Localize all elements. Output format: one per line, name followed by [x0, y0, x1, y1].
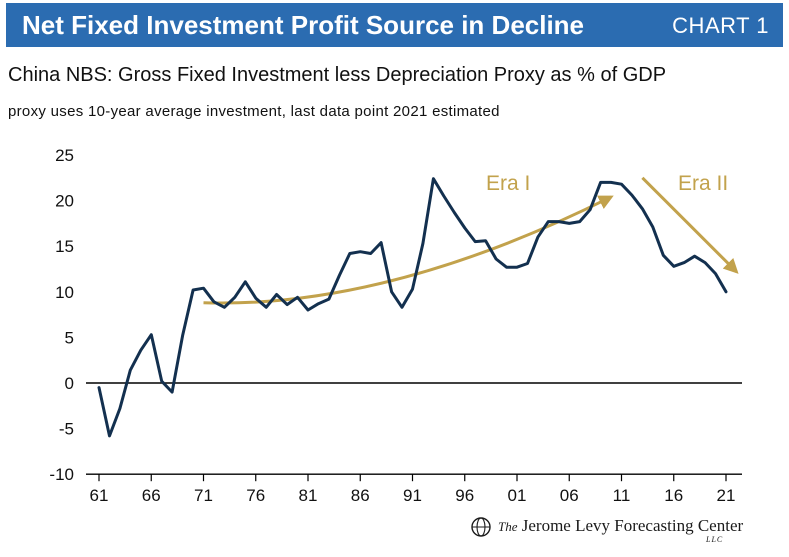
x-tick-label: 16	[664, 486, 683, 505]
annotation-label: Era I	[486, 172, 530, 195]
y-tick-label: -10	[49, 465, 74, 484]
chart-note: proxy uses 10-year average investment, l…	[8, 103, 500, 120]
x-tick-label: 76	[246, 486, 265, 505]
x-tick-label: 11	[613, 486, 631, 505]
y-tick-label: 25	[55, 146, 74, 165]
y-tick-label: 5	[65, 328, 74, 347]
annotation-arrow	[641, 176, 739, 274]
title-bar: Net Fixed Investment Profit Source in De…	[6, 3, 783, 47]
x-tick-label: 21	[717, 486, 736, 505]
x-tick-label: 61	[90, 486, 109, 505]
logo-name: Jerome Levy Forecasting Center	[521, 516, 744, 535]
chart-title: Net Fixed Investment Profit Source in De…	[22, 10, 585, 40]
y-tick-label: 0	[65, 374, 74, 393]
x-tick-label: 71	[194, 486, 213, 505]
globe-icon	[471, 517, 491, 537]
x-tick-label: 01	[508, 486, 527, 505]
logo-text: The Jerome Levy Forecasting Center	[498, 516, 743, 536]
series-layer	[97, 177, 728, 438]
y-tick-label: 20	[55, 192, 74, 211]
annotations: Era I Era II	[203, 172, 739, 305]
x-tick-label: 66	[142, 486, 161, 505]
y-tick-label: 10	[55, 283, 74, 302]
series-line	[97, 177, 728, 438]
annotation-label: Era II	[678, 172, 728, 195]
annotation-arrow	[203, 195, 614, 305]
y-tick-label: 15	[55, 237, 74, 256]
chart-number-label: CHART 1	[672, 13, 769, 38]
x-tick-label: 06	[560, 486, 579, 505]
axes: -10 -5 0 5 10 15 20 25 61 66 71 76 81 86 91 96 01 06 11 16 2…	[49, 146, 742, 505]
chart-subtitle: China NBS: Gross Fixed Investment less D…	[8, 64, 667, 86]
y-tick-label: -5	[59, 420, 74, 439]
x-tick-label: 86	[351, 486, 370, 505]
x-tick-label: 96	[455, 486, 474, 505]
footer-logo: The Jerome Levy Forecasting Center LLC	[470, 516, 760, 550]
x-tick-label: 91	[403, 486, 422, 505]
x-tick-label: 81	[299, 486, 318, 505]
logo-llc: LLC	[706, 535, 724, 544]
logo-the: The	[498, 519, 518, 534]
